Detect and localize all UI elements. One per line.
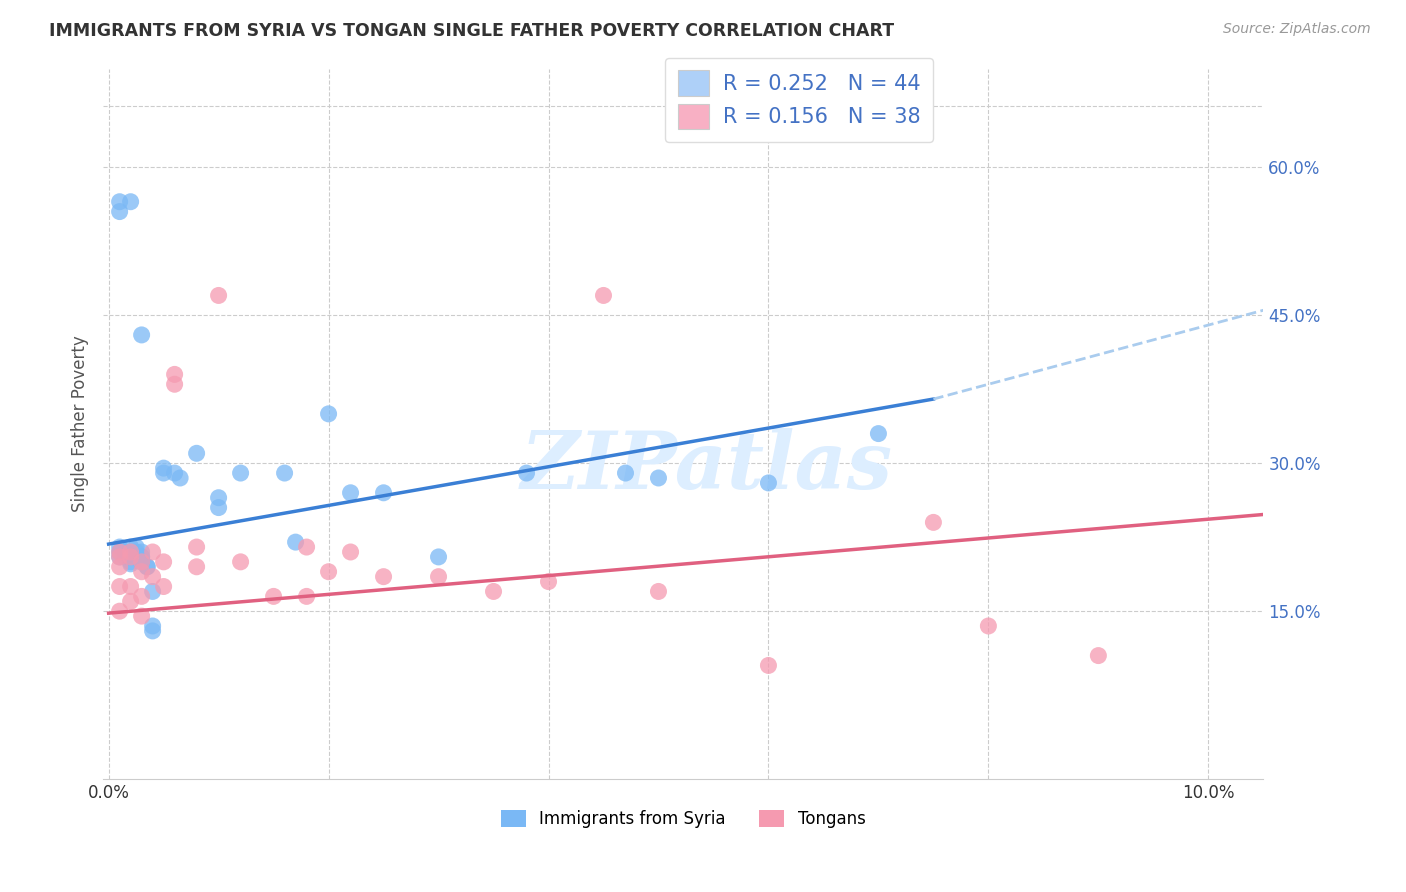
Point [120,580,142,594]
Point [142,619,165,633]
Point [131,549,153,564]
Legend: Immigrants from Syria, Tongans: Immigrants from Syria, Tongans [495,803,872,835]
Point [120,555,142,569]
Point [427,569,450,583]
Point [108,604,131,618]
Text: ZIPatlas: ZIPatlas [520,427,893,505]
Point [922,516,945,530]
Text: IMMIGRANTS FROM SYRIA VS TONGAN SINGLE FATHER POVERTY CORRELATION CHART: IMMIGRANTS FROM SYRIA VS TONGAN SINGLE F… [49,22,894,40]
Point [515,466,537,480]
Point [186,446,208,460]
Point [647,584,669,599]
Point [339,545,361,559]
Point [229,555,252,569]
Point [142,624,165,638]
Point [152,555,174,569]
Point [108,204,131,219]
Point [108,545,131,559]
Point [131,555,153,569]
Point [131,327,153,342]
Point [131,565,153,579]
Point [108,545,131,559]
Point [647,471,669,485]
Y-axis label: Single Father Poverty: Single Father Poverty [72,335,89,512]
Point [108,559,131,574]
Point [614,466,637,480]
Point [131,549,153,564]
Point [131,609,153,624]
Point [169,471,191,485]
Point [482,584,505,599]
Point [136,559,159,574]
Point [207,288,229,302]
Point [120,540,142,554]
Point [273,466,295,480]
Point [1087,648,1109,663]
Point [120,549,142,564]
Point [120,594,142,608]
Point [142,545,165,559]
Point [295,590,318,604]
Point [339,485,361,500]
Point [108,580,131,594]
Point [131,590,153,604]
Point [373,485,395,500]
Point [592,288,614,302]
Point [427,549,450,564]
Point [131,555,153,569]
Point [373,569,395,583]
Point [108,549,131,564]
Point [163,377,186,392]
Point [136,559,159,574]
Point [229,466,252,480]
Point [868,426,890,441]
Point [120,194,142,209]
Point [163,466,186,480]
Point [207,500,229,515]
Point [108,549,131,564]
Point [114,549,136,564]
Text: Source: ZipAtlas.com: Source: ZipAtlas.com [1223,22,1371,37]
Point [284,535,307,549]
Point [295,540,318,554]
Point [120,557,142,571]
Point [131,545,153,559]
Point [537,574,560,589]
Point [163,368,186,382]
Point [131,555,153,569]
Point [152,580,174,594]
Point [142,584,165,599]
Point [108,194,131,209]
Point [186,540,208,554]
Point [758,658,780,673]
Point [142,569,165,583]
Point [125,540,148,554]
Point [108,540,131,554]
Point [120,545,142,559]
Point [977,619,1000,633]
Point [152,461,174,475]
Point [207,491,229,505]
Point [114,545,136,559]
Point [152,466,174,480]
Point [318,407,340,421]
Point [125,545,148,559]
Point [120,549,142,564]
Point [758,475,780,490]
Point [318,565,340,579]
Point [186,559,208,574]
Point [263,590,285,604]
